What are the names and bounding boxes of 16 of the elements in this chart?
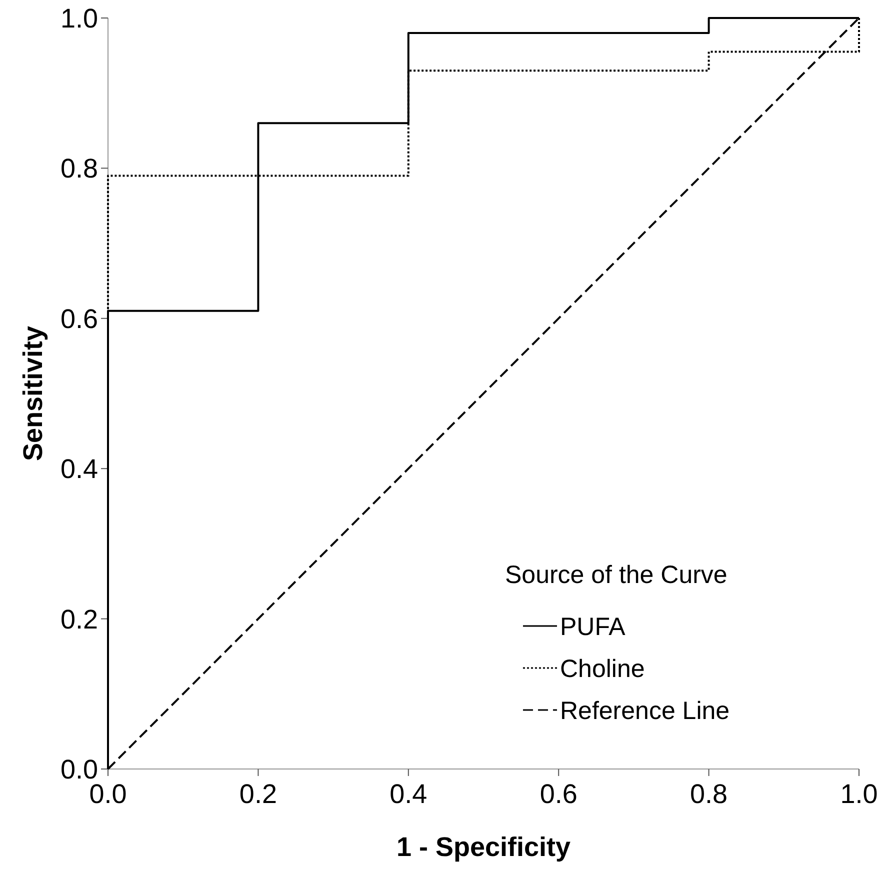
legend-title: Source of the Curve [505, 561, 728, 589]
legend-label: PUFA [560, 612, 626, 641]
y-tick-label: 0.2 [60, 604, 98, 634]
y-tick-label: 0.8 [60, 154, 98, 184]
x-tick-label: 0.2 [239, 779, 277, 809]
y-axis-title: Sensitivity [18, 326, 48, 462]
x-axis-title: 1 - Specificity [396, 832, 571, 862]
legend-label: Choline [560, 654, 645, 683]
y-tick-label: 0.6 [60, 304, 98, 334]
x-tick-label: 1.0 [840, 779, 878, 809]
legend-label: Reference Line [560, 696, 730, 725]
y-tick-label: 1.0 [60, 3, 98, 34]
x-tick-label: 0.6 [540, 779, 578, 809]
y-tick-label: 0.4 [60, 454, 98, 484]
x-tick-label: 0.8 [690, 779, 728, 809]
x-tick-label: 0.4 [390, 779, 428, 809]
